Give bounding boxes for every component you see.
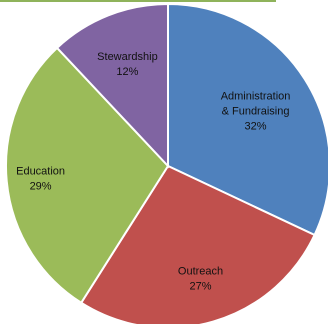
slice-value-label: 32%: [245, 120, 267, 132]
slice-name-label: Administration: [221, 90, 291, 102]
pie-slices: [5, 2, 328, 324]
pie-slice-education: [5, 46, 170, 305]
pie-slice-administration-fundraising: [167, 2, 328, 237]
pie-slice-outreach: [79, 164, 316, 324]
slice-value-label: 12%: [116, 66, 138, 78]
top-border-line: [0, 0, 276, 2]
pie-labels: Administration & Fundraising 32% Outreach 27…: [16, 51, 290, 292]
slice-label-education: Education 29%: [16, 166, 65, 193]
pie-slice-stewardship: [55, 2, 169, 169]
slice-name-label: Outreach: [178, 266, 223, 278]
slice-name-label: Stewardship: [97, 51, 158, 63]
slice-value-label: 27%: [190, 281, 212, 293]
slice-name-label: Education: [16, 166, 65, 178]
slice-value-label: 29%: [30, 181, 52, 193]
slice-name-label: & Fundraising: [222, 105, 290, 117]
slice-label-administration-fundraising: Administration & Fundraising 32%: [221, 90, 291, 132]
slice-label-outreach: Outreach 27%: [178, 266, 223, 293]
slice-label-stewardship: Stewardship 12%: [97, 51, 158, 78]
